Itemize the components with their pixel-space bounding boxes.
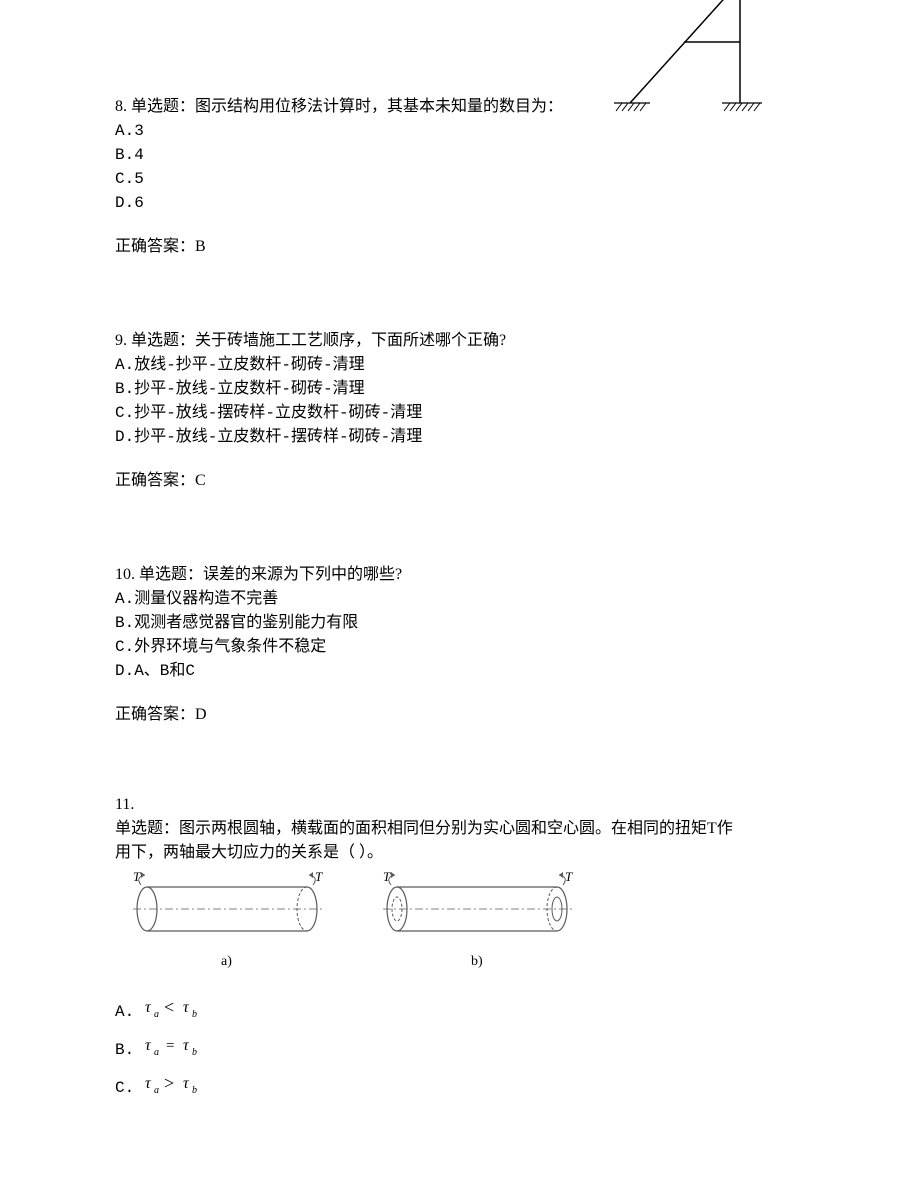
svg-text:a: a [154,1047,159,1058]
q11-label-a: a) [221,954,232,969]
q11-opt-b-label: B. [115,1038,143,1062]
q9-opt-c: C.抄平-放线-摆砖样-立皮数杆-砌砖-清理 [115,401,805,425]
q8-diag-left [630,0,740,103]
q11-T-label: T [315,869,323,884]
q11-number: 11. [115,793,805,817]
q9-stem: 9. 单选题：关于砖墙施工工艺顺序，下面所述哪个正确? [115,329,805,353]
svg-text:=: = [166,1038,174,1054]
q11-label-b: b) [471,954,483,969]
svg-text:τ: τ [145,1037,152,1054]
svg-text:b: b [192,1085,197,1096]
q8-left-support [614,103,650,111]
q10-opt-d: D.A、B和C [115,659,805,683]
q10-stem: 10. 单选题：误差的来源为下列中的哪些? [115,563,805,587]
q11-opt-c: C. τ a > τ b [115,1071,805,1105]
q10-answer: 正确答案：D [115,703,805,727]
q11-opt-a-label: A. [115,1000,143,1024]
q11-cylinder-a: T T a) [133,869,323,969]
q8-svg [610,0,790,113]
q11-formula-b: τ a = τ b [143,1034,213,1066]
q8-opt-a: A.3 [115,119,805,143]
svg-text:τ: τ [183,1037,190,1054]
question-11: 11. 单选题：图示两根圆轴，横载面的面积相同但分别为实心圆和空心圆。在相同的扭… [115,793,805,1105]
q10-opt-a: A.测量仪器构造不完善 [115,587,805,611]
svg-text:b: b [192,1009,197,1020]
spacer [115,751,805,793]
q8-figure [610,0,790,113]
q8-answer: 正确答案：B [115,235,805,259]
svg-text:b: b [192,1047,197,1058]
spacer [115,283,805,329]
q10-opt-c: C.外界环境与气象条件不稳定 [115,635,805,659]
question-8: 8. 单选题：图示结构用位移法计算时，其基本未知量的数目为： [115,95,805,259]
q11-figure: T T a) T [115,869,805,987]
q11-formula-c: τ a > τ b [143,1072,213,1104]
question-10: 10. 单选题：误差的来源为下列中的哪些? A.测量仪器构造不完善 B.观测者感… [115,563,805,727]
svg-text:τ: τ [145,1075,152,1092]
document-page: 8. 单选题：图示结构用位移法计算时，其基本未知量的数目为： [0,0,920,1191]
q11-T-label: T [565,869,573,884]
svg-text:τ: τ [183,999,190,1016]
spacer [115,517,805,563]
q9-opt-b: B.抄平-放线-立皮数杆-砌砖-清理 [115,377,805,401]
q8-right-support [722,103,762,111]
q8-opt-d: D.6 [115,191,805,215]
q11-opt-c-label: C. [115,1076,143,1100]
q11-svg: T T a) T [115,869,595,979]
q9-opt-a: A.放线-抄平-立皮数杆-砌砖-清理 [115,353,805,377]
svg-text:a: a [154,1009,159,1020]
q9-opt-d: D.抄平-放线-立皮数杆-摆砖样-砌砖-清理 [115,425,805,449]
q11-stem-line1: 单选题：图示两根圆轴，横载面的面积相同但分别为实心圆和空心圆。在相同的扭矩T作 [115,817,805,841]
svg-text:<: < [164,997,174,1017]
q8-opt-b: B.4 [115,143,805,167]
q11-T-label: T [133,869,141,884]
q11-T-label: T [383,869,391,884]
svg-text:τ: τ [183,1075,190,1092]
q11-cylinder-b: T T b) [383,869,573,969]
q11-formula-a: τ a < τ b [143,996,213,1028]
question-8-header: 8. 单选题：图示结构用位移法计算时，其基本未知量的数目为： [115,95,805,119]
svg-text:a: a [154,1085,159,1096]
q9-answer: 正确答案：C [115,469,805,493]
question-9: 9. 单选题：关于砖墙施工工艺顺序，下面所述哪个正确? A.放线-抄平-立皮数杆… [115,329,805,493]
q11-opt-b: B. τ a = τ b [115,1033,805,1067]
q11-opt-a: A. τ a < τ b [115,995,805,1029]
svg-text:τ: τ [145,999,152,1016]
q11-stem-line2: 用下，两轴最大切应力的关系是（ ）。 [115,841,805,865]
q8-opt-c: C.5 [115,167,805,191]
svg-text:>: > [164,1073,174,1093]
q10-opt-b: B.观测者感觉器官的鉴别能力有限 [115,611,805,635]
